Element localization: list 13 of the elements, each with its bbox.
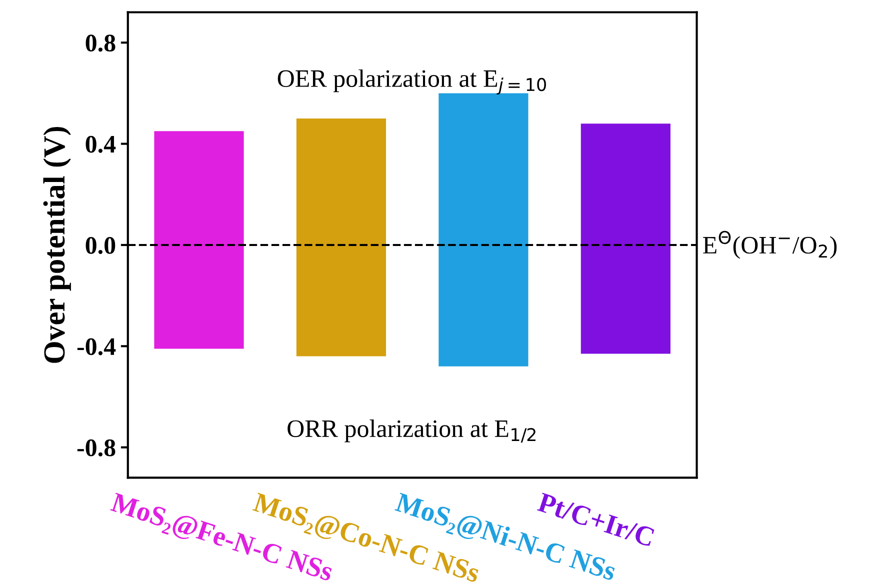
y-axis-title: Over potential (V) [43, 126, 71, 363]
annotation: OER polarization at E$_{j=10}$ [278, 69, 546, 95]
bar [580, 124, 670, 354]
ref-line-label: E$^{Θ}$(OH$^{−}$/O$_{2}$) [703, 230, 837, 259]
bar [154, 131, 244, 349]
annotation: ORR polarization at E$_{1/2}$ [288, 420, 536, 443]
y-tick-label: -0.4 [77, 338, 116, 356]
y-tick-label: -0.8 [77, 439, 116, 456]
bar [296, 118, 386, 356]
y-tick-label: 0.0 [86, 237, 116, 254]
bar [438, 93, 528, 366]
y-tick-label: 0.8 [86, 34, 116, 52]
y-tick-label: 0.4 [86, 136, 116, 153]
